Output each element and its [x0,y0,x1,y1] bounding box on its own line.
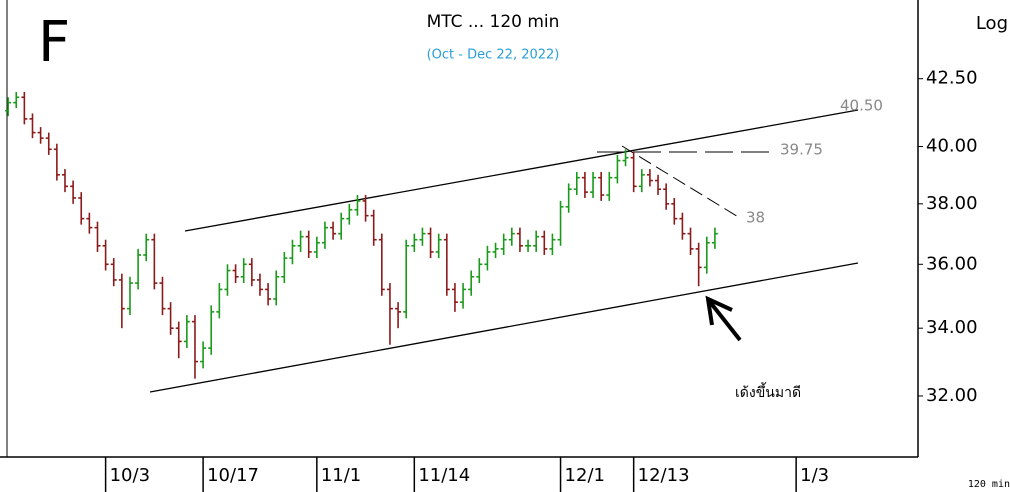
y-tick-label: 32.00 [926,385,978,406]
chart-title: MTC ... 120 min [427,12,560,32]
arrow-head [705,295,733,326]
x-tick-label: 11/14 [418,465,470,486]
y-tick-label: 40.00 [926,135,978,156]
x-tick-label: 11/1 [321,465,361,486]
scale-label: Log [976,13,1008,34]
chart-subtitle: (Oct - Dec 22, 2022) [427,48,560,63]
y-tick-label: 42.50 [926,68,978,89]
annotation: 39.75 [780,141,823,159]
annotation: 40.50 [840,97,883,115]
arrow-shaft [708,300,742,342]
upper-channel [184,109,859,232]
annotation: เด้งขึ้นมาดี [735,382,801,401]
x-tick-label: 10/17 [207,465,259,486]
x-tick-label: 12/13 [638,465,690,486]
y-tick-label: 34.00 [926,317,978,338]
x-tick-label: 12/1 [565,465,605,486]
letter: F [38,10,70,75]
y-tick-label: 38.00 [926,193,978,214]
footer: 120 min [968,479,1010,490]
x-tick-label: 1/3 [800,465,829,486]
annotation: 38 [746,209,765,227]
x-tick-label: 10/3 [110,465,150,486]
lower-channel [149,262,859,393]
downtrend-line [621,145,741,219]
y-tick-label: 36.00 [926,253,978,274]
